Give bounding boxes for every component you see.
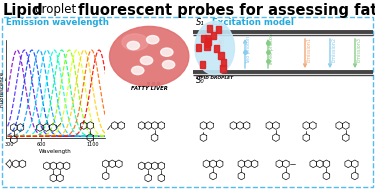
Bar [200,61,206,68]
Ellipse shape [162,60,175,69]
Text: Lipid: Lipid [3,3,44,18]
Text: S₁: S₁ [196,18,205,27]
Text: Two photon: Two photon [246,36,252,64]
Text: Representative probes:: Representative probes: [5,77,79,82]
Bar [218,52,223,59]
Text: Three photon: Three photon [270,33,274,67]
Ellipse shape [147,36,159,44]
Bar [211,32,216,39]
Text: S₀: S₀ [196,76,205,85]
Bar [207,25,212,32]
Ellipse shape [132,66,144,75]
Text: Emission3: Emission3 [357,37,362,63]
Bar [220,65,226,72]
Text: Excitation model: Excitation model [212,18,294,27]
Bar [216,26,221,33]
Ellipse shape [160,48,173,56]
Text: FATTY LIVER: FATTY LIVER [131,86,168,91]
Ellipse shape [127,41,140,50]
Bar [205,35,210,42]
Text: One photon: One photon [222,36,226,64]
Bar [214,45,219,52]
Circle shape [195,21,234,75]
Bar [220,59,226,66]
Text: LIPID DROPLET: LIPID DROPLET [196,76,233,80]
Bar [201,35,206,42]
Y-axis label: Fluorescence: Fluorescence [0,71,4,107]
Bar [204,43,210,50]
Bar [206,38,211,45]
Ellipse shape [122,34,148,50]
Text: Emission1: Emission1 [306,37,312,63]
Text: Emission wavelength: Emission wavelength [6,18,109,27]
X-axis label: Wavelength: Wavelength [39,149,72,153]
Text: Emission2: Emission2 [332,37,336,63]
Bar [205,40,210,47]
Text: fluorescent probes for assessing fatty liver: fluorescent probes for assessing fatty l… [73,3,375,18]
Ellipse shape [140,56,153,65]
Text: droplet: droplet [34,3,76,16]
Ellipse shape [110,26,189,86]
Bar [196,44,201,51]
